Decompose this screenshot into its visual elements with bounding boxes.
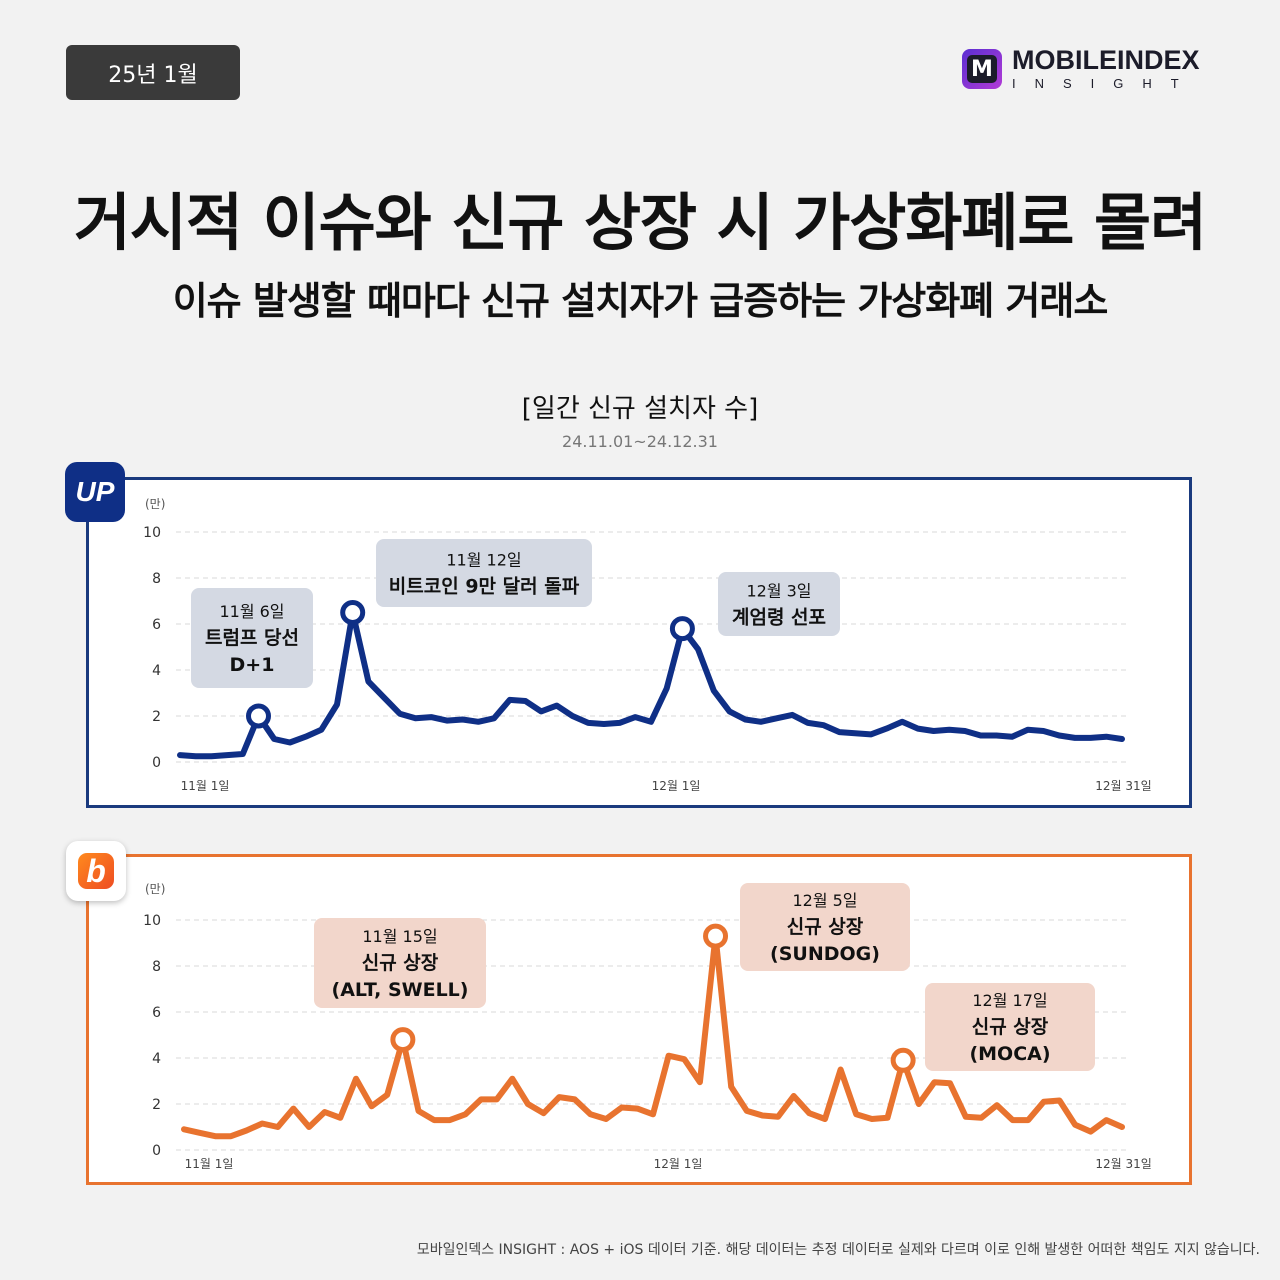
bithumb-y-tick-label: 4 — [152, 1051, 161, 1067]
logo-mark-letter: M — [967, 55, 997, 83]
upbit-callout-text: 트럼프 당선 — [205, 627, 299, 649]
bithumb-x-tick-label: 12월 31일 — [1095, 1157, 1151, 1171]
upbit-y-tick-label: 2 — [152, 709, 161, 725]
bithumb-y-tick-label: 6 — [152, 1005, 161, 1021]
bithumb-app-icon: b — [66, 841, 126, 901]
upbit-callout-text: 11월 6일 — [219, 602, 284, 621]
bithumb-x-tick-label: 12월 1일 — [654, 1157, 703, 1171]
page-subtitle: 이슈 발생할 때마다 신규 설치자가 급증하는 가상화폐 거래소 — [172, 279, 1109, 323]
upbit-callout-box — [376, 539, 592, 607]
upbit-highlight-point — [246, 703, 271, 729]
bithumb-highlight-point — [703, 923, 729, 949]
bithumb-x-tick-label: 11월 1일 — [185, 1157, 234, 1171]
bithumb-series-line — [181, 933, 1125, 1140]
bithumb-callout-text: (SUNDOG) — [770, 943, 880, 965]
bithumb-callout-text: (ALT, SWELL) — [332, 979, 469, 1001]
chart-title: [일간 신규 설치자 수] — [521, 394, 759, 424]
upbit-y-tick-label: 4 — [152, 663, 161, 679]
upbit-callout-text: 12월 3일 — [746, 582, 811, 601]
upbit-callout-text: 11월 12일 — [446, 551, 521, 570]
bithumb-y-tick-label: 8 — [152, 959, 161, 975]
upbit-callout-text: 계엄령 선포 — [732, 607, 826, 629]
upbit-unit-label: (만) — [145, 497, 165, 511]
mobileindex-logo: M MOBILEINDEX INSIGHT — [962, 47, 1200, 91]
bithumb-callout-text: 신규 상장 — [787, 916, 864, 938]
bithumb-y-tick-label: 10 — [143, 913, 161, 929]
upbit-callout-box — [718, 572, 840, 636]
upbit-callout-text: D+1 — [230, 654, 275, 676]
bithumb-highlight-point — [390, 1027, 416, 1053]
bithumb-callout-box — [925, 983, 1095, 1071]
bithumb-callout-text: 신규 상장 — [972, 1016, 1049, 1038]
upbit-x-tick-label: 12월 31일 — [1095, 779, 1151, 793]
date-badge: 25년 1월 — [66, 45, 240, 100]
bithumb-callout-box — [314, 918, 486, 1008]
upbit-y-tick-label: 10 — [143, 525, 161, 541]
logo-mark-icon: M — [962, 49, 1002, 89]
logo-sub-text: INSIGHT — [1012, 76, 1198, 91]
bithumb-callout-box — [740, 883, 910, 971]
upbit-callout-text: 비트코인 9만 달러 돌파 — [389, 576, 580, 598]
bithumb-y-tick-label: 2 — [152, 1097, 161, 1113]
upbit-y-tick-label: 0 — [152, 755, 161, 771]
bithumb-unit-label: (만) — [145, 882, 165, 896]
upbit-series-line — [177, 609, 1125, 760]
logo-text: MOBILEINDEX INSIGHT — [1012, 47, 1200, 91]
page-title: 거시적 이슈와 신규 상장 시 가상화폐로 몰려 — [73, 186, 1207, 259]
upbit-x-tick-label: 12월 1일 — [652, 779, 701, 793]
chart-period: 24.11.01~24.12.31 — [562, 432, 718, 451]
bithumb-callout-text: 11월 15일 — [362, 927, 437, 946]
bithumb-app-icon-glyph: b — [78, 853, 114, 889]
logo-main-text: MOBILEINDEX — [1012, 45, 1200, 75]
bithumb-callout-text: 12월 5일 — [792, 891, 857, 910]
upbit-y-tick-label: 6 — [152, 617, 161, 633]
bithumb-callout-text: 신규 상장 — [362, 952, 439, 974]
upbit-y-tick-label: 8 — [152, 571, 161, 587]
upbit-x-tick-label: 11월 1일 — [181, 779, 230, 793]
upbit-highlight-point — [669, 616, 695, 642]
bithumb-callout-text: 12월 17일 — [972, 991, 1047, 1010]
bithumb-y-tick-label: 0 — [152, 1143, 161, 1159]
upbit-app-icon: UP — [65, 462, 125, 522]
bithumb-highlight-point — [890, 1047, 916, 1073]
bithumb-callout-text: (MOCA) — [969, 1043, 1050, 1065]
upbit-highlight-point — [340, 600, 366, 625]
upbit-callout-box — [191, 588, 313, 688]
footnote: 모바일인덱스 INSIGHT : AOS + iOS 데이터 기준. 해당 데이… — [416, 1242, 1260, 1258]
